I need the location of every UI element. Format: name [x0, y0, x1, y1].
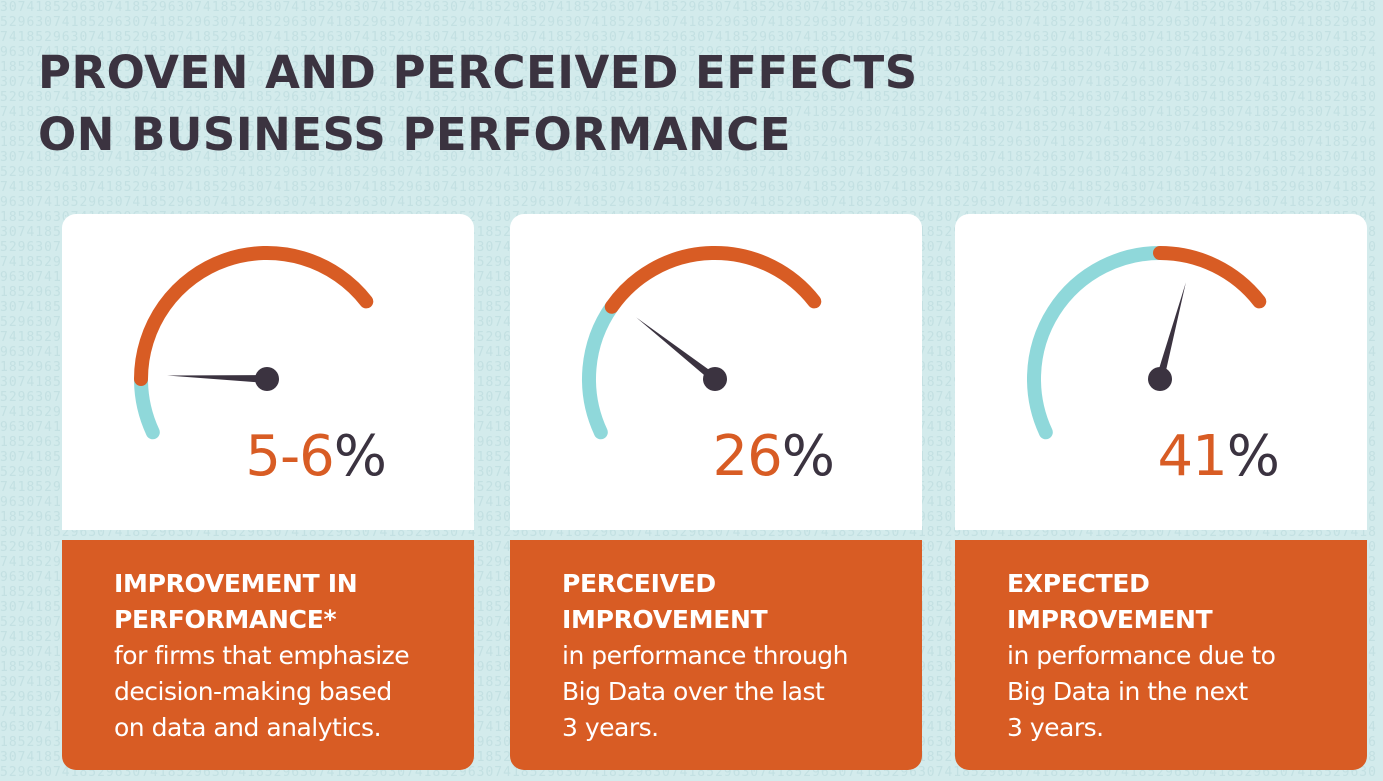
caption-text-line-2: Big Data in the next: [1007, 677, 1248, 706]
caption-panel: PERCEIVED IMPROVEMENT in performance thr…: [510, 540, 922, 770]
gauge-track-high: [604, 246, 822, 314]
stat-value: 41%: [1157, 424, 1280, 489]
caption-heading-line-1: EXPECTED: [1007, 569, 1150, 598]
gauge-panel: 41%: [955, 214, 1367, 530]
stat-value: 5-6%: [245, 424, 387, 489]
caption-heading-line-1: PERCEIVED: [562, 569, 716, 598]
stat-value: 26%: [712, 424, 835, 489]
gauge-meter-icon: [1027, 246, 1267, 440]
caption-heading-line-2: PERFORMANCE*: [114, 605, 337, 634]
caption-text-line-2: Big Data over the last: [562, 677, 825, 706]
gauge-track-low: [582, 299, 619, 440]
caption-panel: IMPROVEMENT IN PERFORMANCE* for firms th…: [62, 540, 474, 770]
gauge-meter-icon: [134, 246, 374, 440]
page-title-line-1: PROVEN AND PERCEIVED EFFECTS: [38, 46, 918, 99]
gauge-track-high: [134, 246, 374, 386]
stat-card-perceived: 26% PERCEIVED IMPROVEMENT in performance…: [510, 214, 922, 770]
stat-card-expected: 41% EXPECTED IMPROVEMENT in performance …: [955, 214, 1367, 770]
page-title: PROVEN AND PERCEIVED EFFECTS ON BUSINESS…: [38, 42, 918, 166]
gauge-needle: [167, 375, 268, 383]
gauge-meter-icon: [582, 246, 822, 440]
page-title-line-2: ON BUSINESS PERFORMANCE: [38, 108, 791, 161]
caption-text-line-2: decision-making based: [114, 677, 392, 706]
gauge-hub: [255, 367, 279, 391]
caption-heading-line-2: IMPROVEMENT: [1007, 605, 1213, 634]
gauge-track-low: [134, 372, 160, 440]
caption-text-line-3: on data and analytics.: [114, 713, 382, 742]
caption-heading-line-1: IMPROVEMENT IN: [114, 569, 358, 598]
caption-text-line-1: in performance through: [562, 641, 849, 670]
caption-text-line-3: 3 years.: [562, 713, 659, 742]
caption-text-line-3: 3 years.: [1007, 713, 1104, 742]
caption-panel: EXPECTED IMPROVEMENT in performance due …: [955, 540, 1367, 770]
gauge-needle: [636, 317, 718, 383]
gauge-needle: [1156, 282, 1186, 381]
gauge-panel: 5-6%: [62, 214, 474, 530]
gauge-hub: [1148, 367, 1172, 391]
gauge-track-high: [1153, 246, 1267, 309]
caption-heading-line-2: IMPROVEMENT: [562, 605, 768, 634]
gauge-panel: 26%: [510, 214, 922, 530]
stat-card-improvement: 5-6% IMPROVEMENT IN PERFORMANCE* for fir…: [62, 214, 474, 770]
caption-text-line-1: in performance due to: [1007, 641, 1276, 670]
gauge-hub: [703, 367, 727, 391]
caption-text-line-1: for firms that emphasize: [114, 641, 410, 670]
gauge-track-low: [1027, 246, 1167, 440]
